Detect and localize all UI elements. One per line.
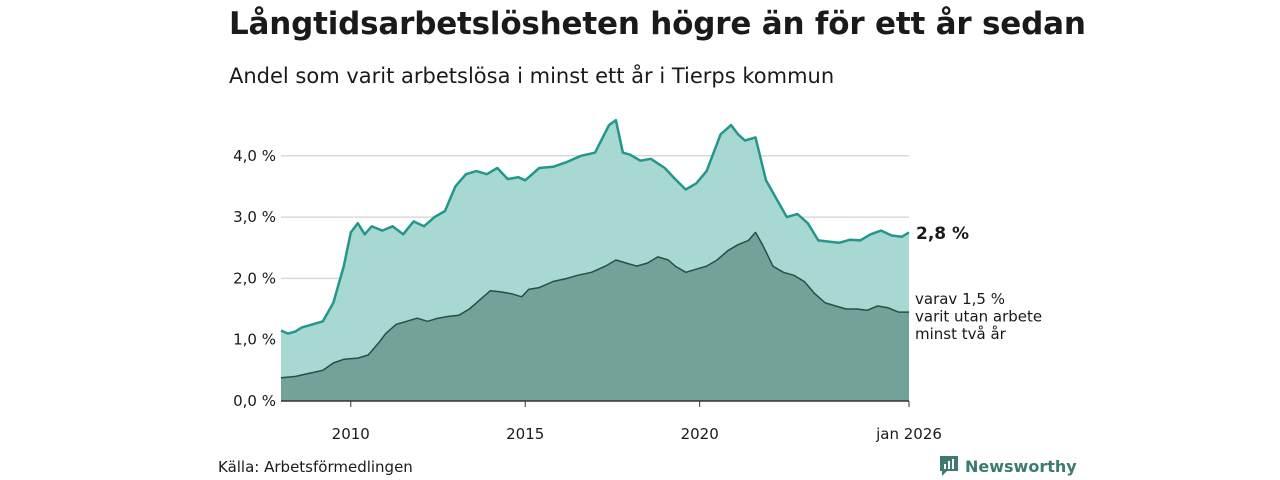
series-1-end-label: 2,8 %: [916, 224, 969, 244]
y-tick-label: 3,0 %: [233, 208, 276, 226]
source-note: Källa: Arbetsförmedlingen: [218, 458, 413, 476]
x-tick-label: 2020: [681, 425, 719, 443]
series-2-end-label-line: minst två år: [915, 325, 1007, 343]
brand-logo: Newsworthy: [939, 455, 1077, 477]
chart-subtitle: Andel som varit arbetslösa i minst ett å…: [229, 64, 835, 88]
x-tick-label: 2015: [506, 425, 544, 443]
series-2-end-label-line: varit utan arbete: [915, 308, 1042, 326]
x-tick-label: jan 2026: [875, 425, 942, 443]
y-tick-label: 0,0 %: [233, 392, 276, 410]
series-1-line: [280, 118, 910, 335]
plot-areas: [280, 118, 910, 401]
series-2-area: [281, 232, 909, 401]
axes: 0,0 % 1,0 % 2,0 % 3,0 % 4,0 % 2010 2015 2020 jan…: [233, 147, 942, 443]
x-tick-label: 2010: [332, 425, 370, 443]
y-tick-label: 2,0 %: [233, 269, 276, 287]
y-tick-label: 1,0 %: [233, 331, 276, 349]
series-2-line: [280, 231, 909, 379]
series-2-end-label-line: varav 1,5 %: [915, 290, 1005, 308]
brand-name: Newsworthy: [965, 456, 1077, 476]
chart-title: Långtidsarbetslösheten högre än för ett …: [229, 6, 1086, 42]
newsworthy-logo-icon: [940, 456, 958, 476]
y-tick-label: 4,0 %: [233, 147, 276, 165]
